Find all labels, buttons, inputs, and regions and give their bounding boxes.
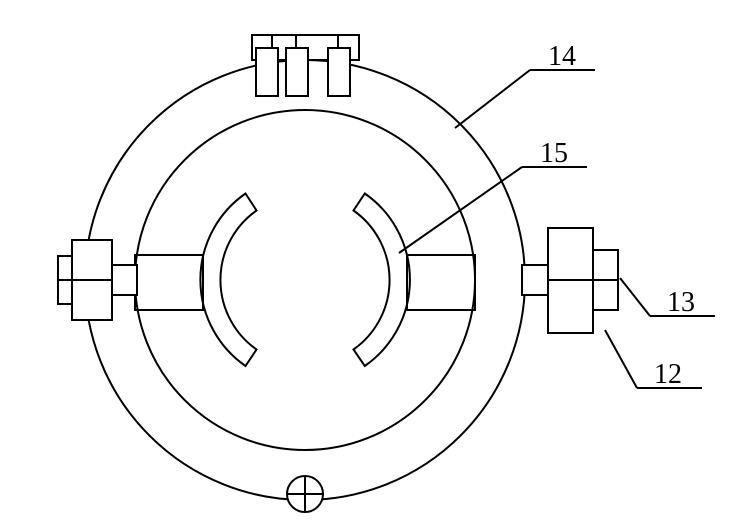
label-14: 14 — [548, 41, 576, 72]
inner-arc-left — [200, 194, 256, 367]
leader-14 — [455, 70, 530, 128]
label-15: 15 — [540, 138, 568, 169]
leader-15 — [399, 167, 522, 253]
label-13: 13 — [667, 287, 695, 318]
right-block-assembly — [522, 228, 618, 333]
outer-ring-inner — [135, 110, 475, 450]
radial-connector-left — [135, 255, 203, 310]
radial-connector-right — [407, 255, 475, 310]
label-12: 12 — [654, 359, 682, 390]
bottom-circle-assembly — [287, 476, 323, 512]
top-block-assembly — [252, 35, 359, 96]
leader-12 — [605, 330, 637, 388]
inner-arc-right — [354, 194, 410, 367]
leader-13 — [620, 278, 650, 316]
left-block-assembly — [58, 240, 137, 320]
